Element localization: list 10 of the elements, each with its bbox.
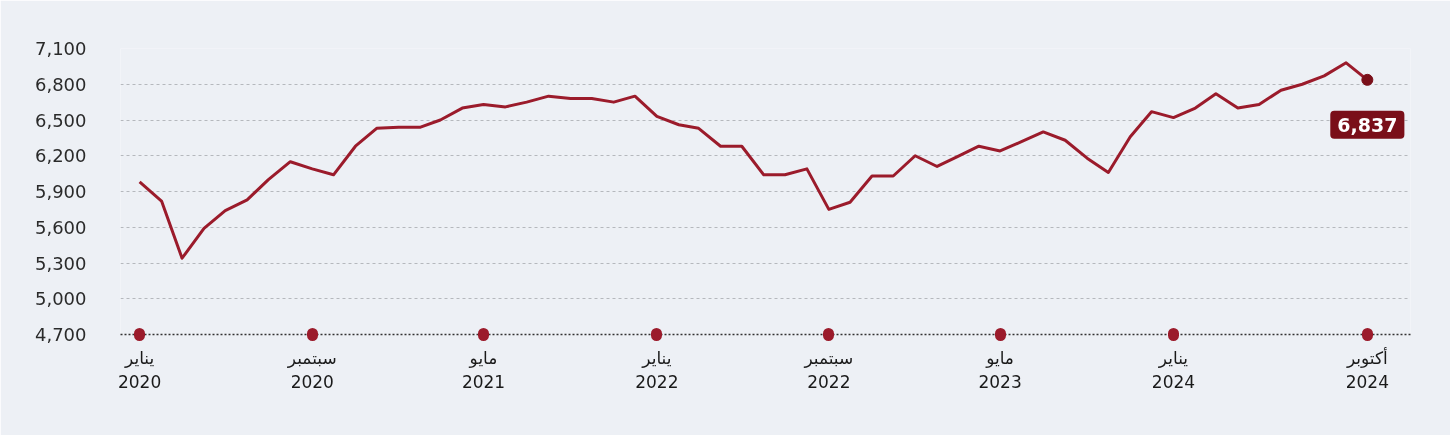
y-tick-label: 5,000 (34, 288, 87, 310)
y-tick-label: 6,500 (34, 109, 87, 131)
y-tick-label: 6,200 (34, 145, 87, 167)
y-tick-label: 5,600 (34, 216, 87, 238)
y-tick-label: 6,800 (34, 73, 87, 95)
y-tick-label: 4,700 (34, 324, 87, 345)
y-tick-label: 5,900 (34, 181, 87, 202)
y-tick-label: 7,100 (34, 38, 87, 59)
annotation: 6,837 (1337, 113, 1398, 136)
y-tick-label: 5,300 (34, 252, 87, 274)
